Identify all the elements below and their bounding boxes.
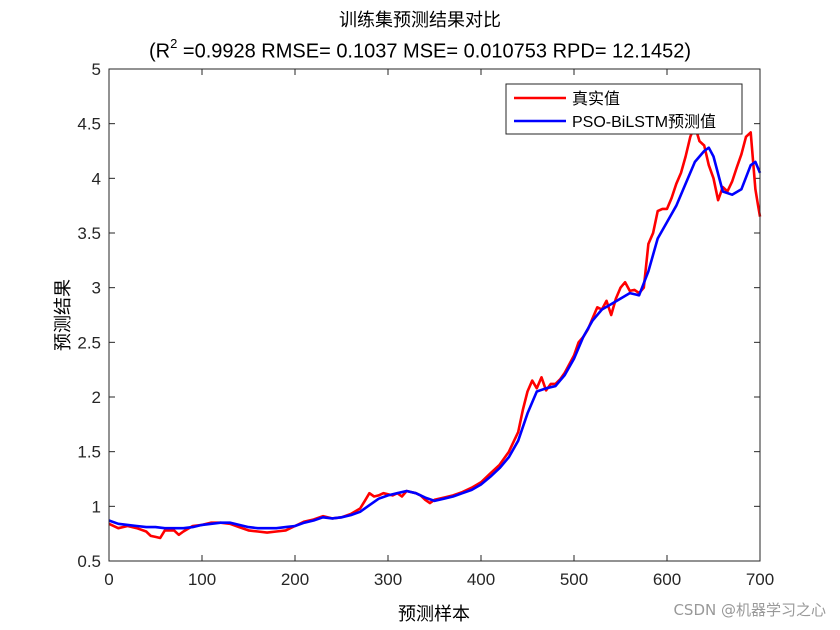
tick-labels: 0 100 200 300 400 500 600 700 0.5 1 1.5 2 2.5 3 3.5 4 4.… — [77, 60, 774, 589]
series-line-2 — [108, 146, 762, 530]
subtitle-superscript: 2 — [170, 36, 178, 51]
x-tick-label: 200 — [281, 570, 309, 589]
y-tick-label: 3 — [92, 279, 101, 298]
watermark: CSDN @机器学习之心 — [673, 601, 826, 619]
y-axis-label: 预测结果 — [53, 279, 74, 351]
x-tick-label: 0 — [104, 570, 113, 589]
y-tick-label: 1 — [92, 497, 101, 516]
plot-area-frame — [108, 68, 761, 562]
chart-title: 训练集预测结果对比 — [339, 10, 501, 31]
subtitle-metrics: =0.9928 RMSE= 0.1037 MSE= 0.010753 RPD= … — [177, 40, 692, 63]
series-layer — [108, 124, 762, 540]
y-tick-label: 5 — [92, 60, 101, 79]
y-tick-label: 2.5 — [77, 333, 101, 352]
y-tick-label: 3.5 — [77, 224, 101, 243]
y-tick-label: 2 — [92, 388, 101, 407]
legend-label: 真实值 — [572, 90, 620, 108]
x-tick-label: 300 — [374, 570, 402, 589]
legend-box — [505, 83, 743, 135]
x-tick-label: 400 — [467, 570, 495, 589]
axis-ticks — [108, 68, 761, 562]
subtitle-prefix: (R — [148, 40, 171, 63]
x-tick-label: 100 — [188, 570, 216, 589]
series-line-1 — [108, 124, 762, 540]
x-tick-label: 500 — [560, 570, 588, 589]
y-tick-label: 4 — [92, 169, 101, 188]
chart-subtitle: (R2 =0.9928 RMSE= 0.1037 MSE= 0.010753 R… — [0, 36, 840, 64]
legend: 真实值 PSO-BiLSTM预测值 — [505, 83, 743, 135]
x-tick-label: 600 — [653, 570, 681, 589]
y-tick-label: 4.5 — [77, 115, 101, 134]
legend-label: PSO-BiLSTM预测值 — [572, 113, 716, 131]
y-tick-label: 0.5 — [77, 552, 101, 571]
y-tick-label: 1.5 — [77, 443, 101, 462]
x-axis-label: 预测样本 — [398, 604, 470, 625]
x-tick-label: 700 — [746, 570, 774, 589]
